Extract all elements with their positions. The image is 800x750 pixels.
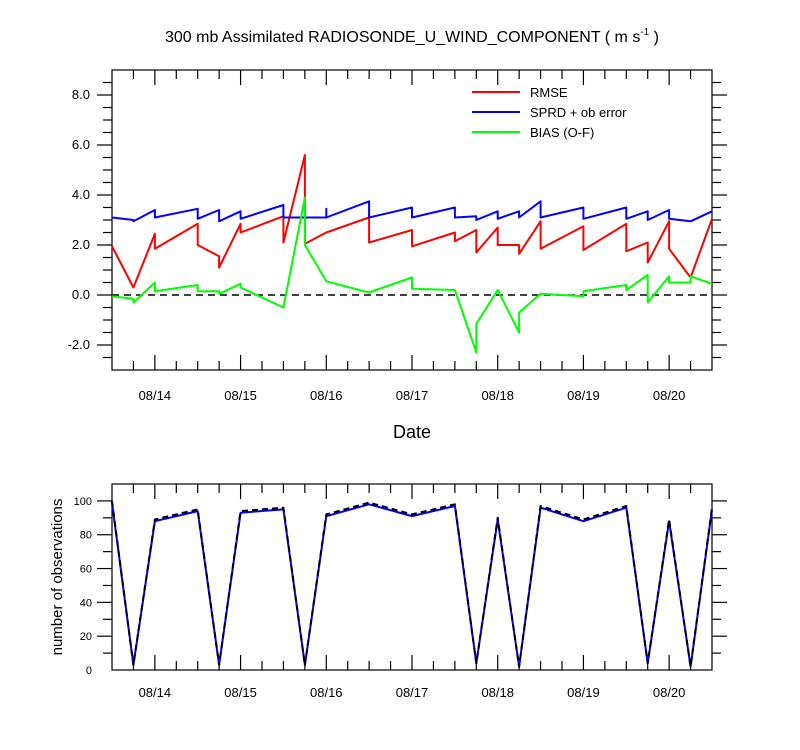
chart-title-superscript: -1 bbox=[640, 27, 649, 38]
y-tick-label: 40 bbox=[80, 597, 92, 609]
x-tick-label: 08/14 bbox=[139, 388, 172, 403]
y-tick-label: 2.0 bbox=[72, 237, 90, 252]
x-tick-label: 08/17 bbox=[396, 388, 429, 403]
x-tick-label: 08/15 bbox=[224, 685, 257, 700]
y-tick-label: 20 bbox=[80, 631, 92, 643]
x-tick-label: 08/16 bbox=[310, 685, 343, 700]
y-tick-label: 0.0 bbox=[72, 287, 90, 302]
bottom-panel: 08/14 08/15 08/16 08/17 08/18 08/19 08/20 0 20 40… bbox=[74, 483, 727, 700]
x-tick-label: 08/18 bbox=[481, 685, 514, 700]
chart-title-main: 300 mb Assimilated RADIOSONDE_U_WIND_COM… bbox=[165, 29, 640, 46]
series-line-observations-assimilated bbox=[111, 502, 713, 668]
series-line-sprd-ob-error bbox=[111, 200, 713, 223]
x-tick-label: 08/17 bbox=[396, 685, 429, 700]
x-tick-label: 08/19 bbox=[567, 388, 600, 403]
y-tick-label: 60 bbox=[80, 564, 92, 576]
x-tick-label: 08/14 bbox=[139, 685, 172, 700]
series-line-rmse bbox=[111, 154, 713, 289]
y-tick-label: 0 bbox=[86, 665, 92, 677]
legend-label: SPRD + ob error bbox=[530, 105, 627, 120]
x-tick-label: 08/15 bbox=[224, 388, 257, 403]
y-tick-label: 80 bbox=[80, 530, 92, 542]
x-tick-label: 08/19 bbox=[567, 685, 600, 700]
chart-title-end: ) bbox=[649, 29, 659, 46]
y-tick-label: 8.0 bbox=[72, 87, 90, 102]
y-tick-label: 100 bbox=[74, 496, 92, 508]
x-tick-label: 08/20 bbox=[653, 388, 686, 403]
x-tick-label: 08/16 bbox=[310, 388, 343, 403]
legend-label: RMSE bbox=[530, 85, 568, 100]
x-tick-label: 08/20 bbox=[653, 685, 686, 700]
plot-frame bbox=[111, 483, 713, 671]
chart-title: 300 mb Assimilated RADIOSONDE_U_WIND_COM… bbox=[165, 27, 659, 46]
y-axis-label-observations: number of observations bbox=[49, 499, 66, 656]
y-tick-label: 6.0 bbox=[72, 137, 90, 152]
series-line-bias-o-f bbox=[111, 196, 713, 354]
top-panel: 08/14 08/15 08/16 08/17 08/18 08/19 08/20 -2.0 0… bbox=[68, 69, 727, 403]
legend-label: BIAS (O-F) bbox=[530, 125, 594, 140]
y-tick-label: -2.0 bbox=[68, 337, 90, 352]
series-line-observations-possible bbox=[111, 500, 713, 668]
x-tick-label: 08/18 bbox=[481, 388, 514, 403]
x-axis-label: Date bbox=[393, 422, 431, 442]
y-tick-label: 4.0 bbox=[72, 187, 90, 202]
